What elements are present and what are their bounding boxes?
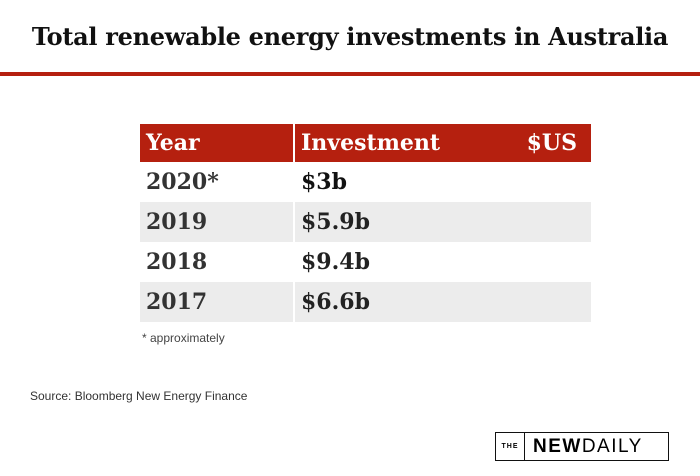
investment-cell: $6.6b <box>294 282 591 322</box>
header-currency: $US <box>526 130 577 156</box>
header-investment-label: Investment <box>301 130 441 156</box>
year-cell: 2020* <box>140 162 295 202</box>
table-row: 2019 $5.9b <box>140 202 591 242</box>
footnote: * approximately <box>142 331 225 345</box>
table-row: 2018 $9.4b <box>140 242 591 282</box>
table-row: 2020* $3b <box>140 162 591 202</box>
logo-daily: DAILY <box>581 435 643 457</box>
logo-new: NEW <box>533 435 582 457</box>
year-cell: 2019 <box>140 202 295 242</box>
page-title: Total renewable energy investments in Au… <box>31 22 669 51</box>
investment-table: Year Investment $US 2020* $3b 2019 $5.9b … <box>140 124 591 322</box>
investment-cell: $5.9b <box>294 202 591 242</box>
year-cell: 2018 <box>140 242 295 282</box>
logo-wordmark: NEWDAILY <box>525 436 643 458</box>
year-cell: 2017 <box>140 282 295 322</box>
source-credit: Source: Bloomberg New Energy Finance <box>30 389 248 403</box>
header-year: Year <box>140 124 295 162</box>
table-header: Year Investment $US <box>140 124 591 162</box>
investment-cell: $3b <box>301 169 347 195</box>
header-investment: Investment $US <box>294 124 591 162</box>
logo-the: THE <box>496 433 525 460</box>
investment-cell: $9.4b <box>301 249 370 275</box>
table-row: 2017 $6.6b <box>140 282 591 322</box>
the-new-daily-logo: THE NEWDAILY <box>495 432 669 461</box>
title-divider <box>0 72 700 76</box>
